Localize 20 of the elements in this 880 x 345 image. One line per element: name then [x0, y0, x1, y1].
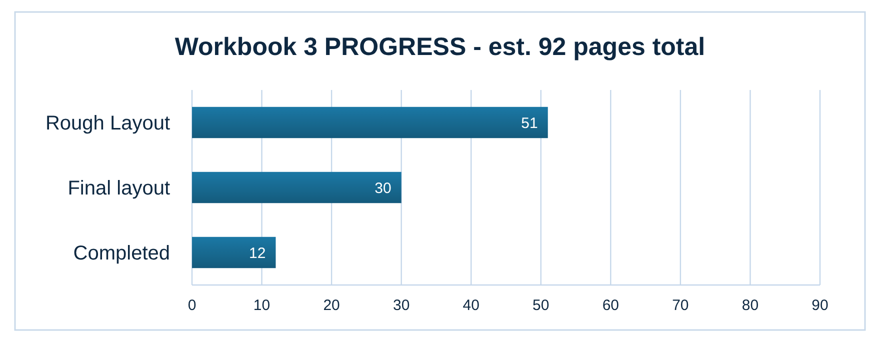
x-tick-label: 20: [323, 297, 340, 314]
x-tick-label: 70: [672, 297, 689, 314]
data-label: 12: [249, 244, 266, 262]
x-tick-label: 90: [812, 297, 828, 314]
x-tick-label: 60: [602, 297, 620, 314]
data-label: 30: [374, 180, 392, 197]
bar: [192, 172, 402, 204]
bar: [192, 106, 548, 138]
chart-title: Workbook 3 PROGRESS - est. 92 pages total: [174, 33, 706, 61]
x-tick-label: 10: [253, 297, 270, 314]
bar: [192, 236, 276, 268]
x-tick-label: 80: [742, 297, 759, 314]
x-tick-label: 30: [392, 297, 410, 314]
y-tick-label: Completed: [73, 242, 170, 264]
y-tick-label: Final layout: [68, 178, 170, 200]
x-tick-label: 40: [462, 297, 480, 314]
data-label: 51: [521, 114, 538, 132]
x-tick-label: 0: [188, 297, 196, 314]
y-tick-label: Rough Layout: [45, 112, 170, 134]
x-tick-label: 50: [532, 297, 550, 314]
